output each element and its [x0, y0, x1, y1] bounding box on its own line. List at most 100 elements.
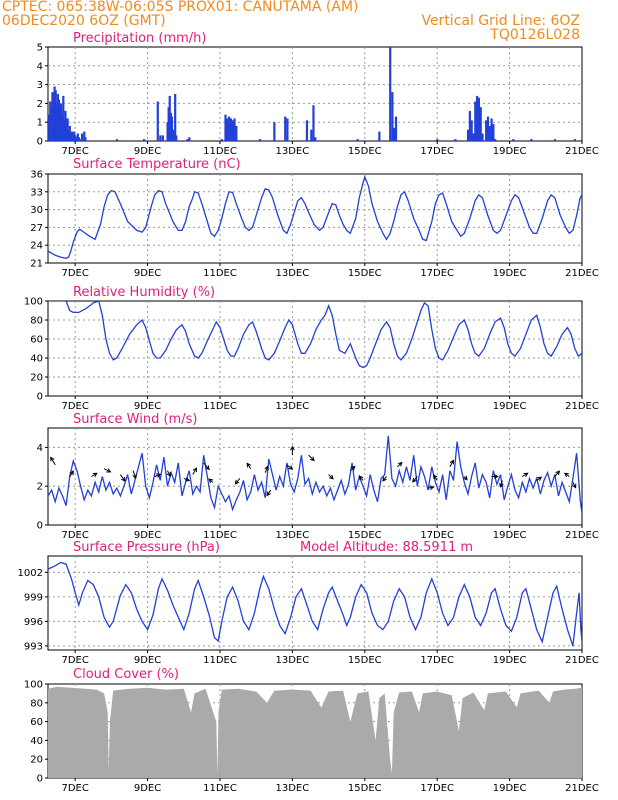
rh-xtick-label: 21DEC — [565, 401, 599, 412]
precip-bar — [486, 116, 490, 141]
temp-panel: 7DEC 9DEC 11DEC 13DEC 15DEC 17DEC 19DEC 21DEC 21… — [30, 157, 599, 279]
wind-arrow — [428, 485, 435, 491]
wind-arrow — [183, 477, 191, 482]
pres-xtick-label: 13DEC — [276, 655, 310, 666]
precip-bar — [81, 133, 84, 141]
cloud-ytick-label: 0 — [37, 774, 43, 785]
pres-line — [48, 561, 582, 647]
wind-arrow — [463, 475, 468, 481]
wind-xtick-label: 17DEC — [420, 530, 454, 541]
cloud-ytick-label: 20 — [30, 755, 43, 766]
wind-xtick-label: 7DEC — [61, 530, 88, 541]
wind-ytick-label: 4 — [37, 443, 43, 454]
wind-xtick-label: 15DEC — [348, 530, 382, 541]
wind-arrow — [103, 468, 112, 473]
precip-bar — [159, 135, 162, 141]
wind-arrow — [192, 467, 197, 475]
precip-bar — [393, 127, 396, 141]
temp-title: Surface Temperature (nC) — [73, 157, 241, 172]
wind-arrow — [203, 462, 210, 471]
precip-bar — [436, 139, 439, 141]
precip-bar — [472, 133, 475, 141]
wind-xtick-label: 9DEC — [134, 530, 161, 541]
pres-xtick-label: 9DEC — [134, 655, 161, 666]
precip-bar — [233, 118, 236, 141]
precip-bar — [479, 107, 482, 141]
precip-bar — [490, 118, 493, 141]
precip-bar — [83, 131, 86, 141]
wind-arrow — [234, 478, 241, 485]
temp-xtick-label: 13DEC — [276, 268, 310, 279]
temp-xtick-label: 17DEC — [420, 268, 454, 279]
wind-arrow — [91, 472, 98, 477]
precip-bar — [284, 116, 287, 141]
precip-xtick-label: 19DEC — [493, 146, 527, 157]
pres-data — [48, 561, 582, 647]
precip-xtick-label: 9DEC — [134, 146, 161, 157]
precip-bar — [286, 118, 289, 141]
precip-ytick-label: 0 — [37, 137, 43, 148]
wind-xtick-label: 11DEC — [203, 530, 237, 541]
precip-bar — [310, 129, 313, 141]
precip-bar — [273, 122, 276, 141]
pres-title: Surface Pressure (hPa) — [73, 540, 220, 555]
precip-bar — [470, 120, 473, 141]
precip-ytick-label: 2 — [37, 99, 43, 110]
cloud-xtick-label: 11DEC — [203, 783, 237, 794]
temp-ytick-label: 36 — [30, 170, 43, 181]
cloud-xtick-label: 15DEC — [348, 783, 382, 794]
rh-xtick-label: 13DEC — [276, 401, 310, 412]
precip-xtick-label: 7DEC — [61, 146, 88, 157]
precip-bar — [488, 125, 491, 141]
wind-arrow — [154, 473, 162, 478]
rh-ytick-label: 40 — [30, 354, 43, 365]
precip-bar — [468, 110, 471, 141]
wind-arrow — [449, 459, 454, 468]
precip-bar — [224, 114, 227, 141]
cloud-xtick-label: 21DEC — [565, 783, 599, 794]
wind-arrow — [308, 454, 315, 462]
temp-line — [48, 175, 582, 259]
wind-arrow — [50, 456, 56, 466]
wind-arrow — [564, 472, 570, 478]
precip-bar — [220, 139, 223, 141]
precip-bar — [229, 118, 233, 141]
cloud-xtick-label: 13DEC — [276, 783, 310, 794]
rh-data — [48, 301, 582, 369]
temp-ytick-label: 30 — [30, 205, 43, 216]
precip-bar — [476, 95, 479, 141]
precip-bar — [231, 120, 234, 141]
temp-xtick-label: 15DEC — [348, 268, 382, 279]
precip-bar — [258, 139, 261, 141]
wind-title: Surface Wind (m/s) — [73, 412, 197, 427]
precip-bar — [312, 105, 315, 141]
precip-bar — [573, 139, 576, 141]
wind-panel: 7DEC 9DEC 11DEC 13DEC 15DEC 17DEC 19DEC 21DEC 0 2… — [37, 412, 599, 541]
precip-bar — [175, 135, 178, 141]
wind-arrow — [491, 474, 499, 479]
precip-bar — [84, 137, 87, 141]
wind-arrow — [522, 472, 529, 477]
precip-bar — [170, 116, 174, 141]
precip-xtick-label: 21DEC — [565, 146, 599, 157]
precip-bar — [485, 120, 488, 141]
pres-ytick-label: 996 — [24, 617, 43, 628]
cloud-panel: 7DEC 9DEC 11DEC 13DEC 15DEC 17DEC 19DEC 21DEC 0 2… — [24, 667, 599, 794]
wind-arrow — [358, 475, 364, 481]
cloud-title: Cloud Cover (%) — [73, 667, 179, 682]
cloud-xtick-label: 7DEC — [61, 783, 88, 794]
precip-bar — [305, 120, 309, 141]
precip-xtick-label: 11DEC — [203, 146, 237, 157]
precip-title: Precipitation (mm/h) — [73, 31, 206, 46]
precip-bar — [76, 133, 79, 141]
rh-ytick-label: 0 — [37, 392, 43, 403]
precip-bar — [530, 139, 533, 141]
cloud-area — [48, 686, 582, 778]
wind-arrow — [572, 482, 577, 489]
rh-xtick-label: 7DEC — [61, 401, 88, 412]
pres-frame — [47, 555, 583, 651]
wind-arrow — [132, 470, 137, 480]
rh-ytick-label: 20 — [30, 373, 43, 384]
rh-xtick-label: 19DEC — [493, 401, 527, 412]
